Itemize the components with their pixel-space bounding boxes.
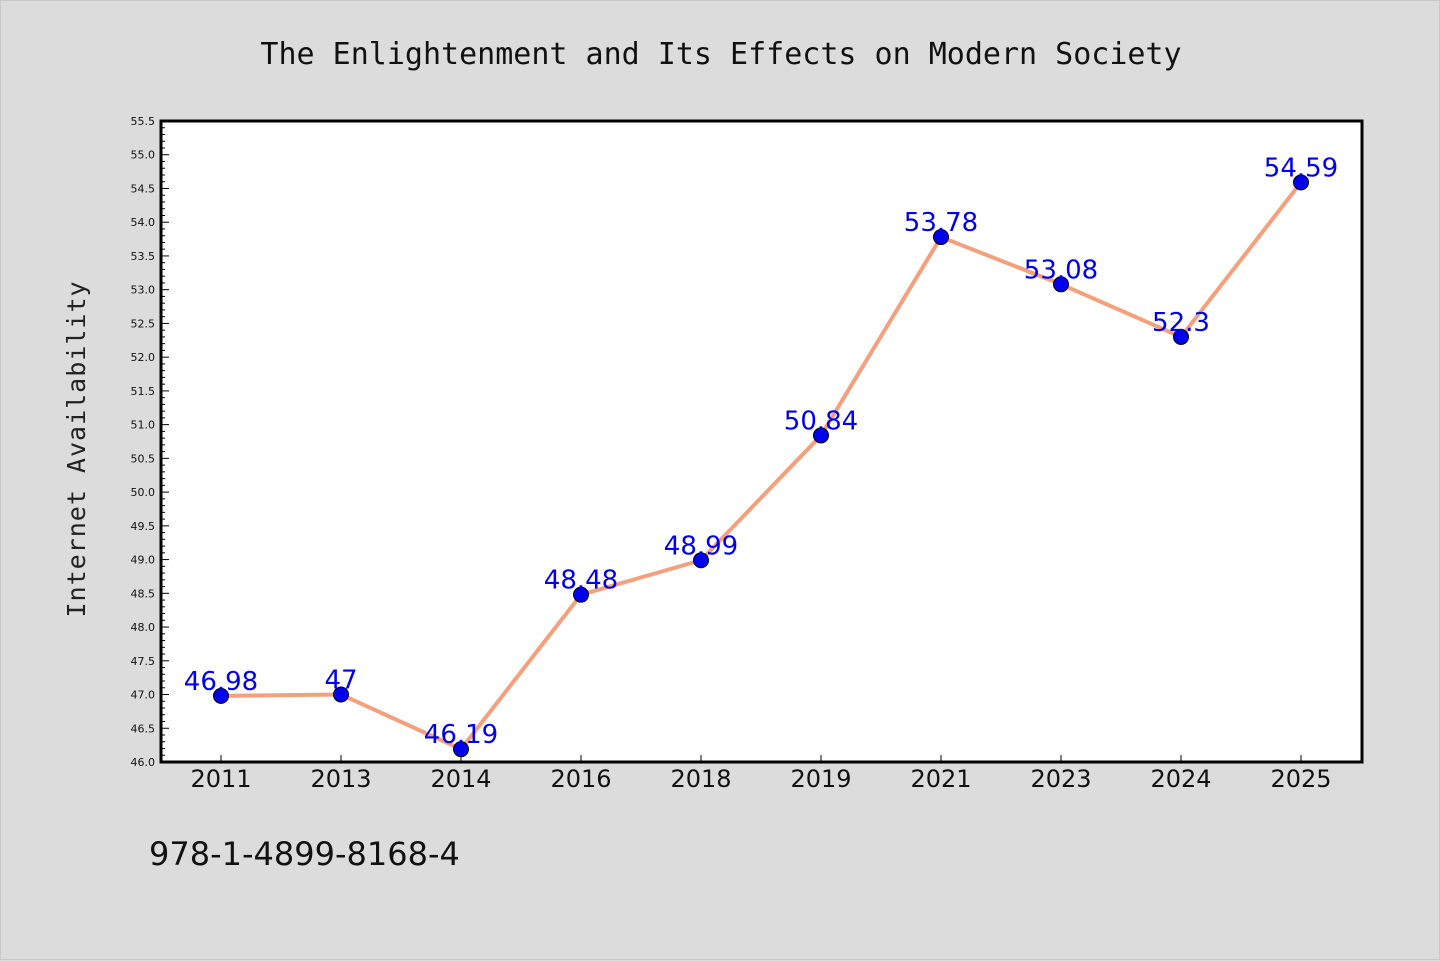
data-point (1173, 328, 1189, 345)
data-label: 54.59 (1264, 153, 1338, 183)
data-point (1293, 174, 1309, 191)
data-label: 48.48 (544, 566, 618, 596)
chart-title: The Enlightenment and Its Effects on Mod… (260, 37, 1181, 72)
x-axis: 2011 2013 2014 2016 2018 2019 2021 2023 2024 2025 (190, 755, 1332, 793)
plot-area (159, 119, 1364, 764)
data-labels: 46.98 47 46.19 48.48 48.99 50.84 53.78 53.08 52.… (184, 153, 1338, 750)
y-tick-label: 52.0 (131, 351, 156, 364)
data-points (213, 174, 1309, 758)
data-label: 46.98 (184, 667, 258, 697)
data-point (933, 229, 949, 246)
isbn-footer: 978-1-4899-8168-4 (149, 835, 460, 873)
data-label: 46.19 (424, 720, 498, 750)
x-tick-label: 2023 (1030, 765, 1091, 793)
x-tick-label: 2018 (670, 765, 731, 793)
data-label: 53.78 (904, 208, 978, 238)
y-tick-label: 51.5 (131, 385, 156, 398)
y-tick-label: 52.5 (131, 317, 156, 330)
y-tick-label: 51.0 (131, 419, 156, 432)
y-tick-label: 47.5 (131, 655, 156, 668)
y-tick-label: 55.5 (131, 115, 156, 128)
series-line (219, 180, 1303, 752)
y-tick-label: 46.0 (131, 756, 156, 769)
y-tick-label: 50.0 (131, 486, 156, 499)
x-tick-label: 2025 (1270, 765, 1331, 793)
data-point (813, 427, 829, 444)
y-tick-label: 48.5 (131, 587, 156, 600)
x-tick-label: 2016 (550, 765, 611, 793)
data-label: 50.84 (784, 406, 858, 436)
data-label: 52.3 (1152, 308, 1210, 338)
data-label: 53.08 (1024, 255, 1098, 285)
y-axis: 46.0 46.5 47.0 47.5 48.0 48.5 49.0 49.5 50.0 50.5… (131, 115, 169, 769)
data-label: 48.99 (664, 531, 738, 561)
y-tick-label: 50.5 (131, 452, 156, 465)
series-line-group (219, 180, 1303, 752)
data-point (1053, 276, 1069, 293)
x-tick-label: 2014 (430, 765, 491, 793)
x-tick-label: 2019 (790, 765, 851, 793)
data-label: 47 (324, 666, 357, 696)
y-tick-label: 47.0 (131, 689, 156, 702)
y-tick-label: 53.0 (131, 284, 156, 297)
data-point (573, 586, 589, 603)
y-tick-label: 49.0 (131, 554, 156, 567)
data-point (693, 552, 709, 569)
x-tick-label: 2013 (310, 765, 371, 793)
y-tick-label: 55.0 (131, 149, 156, 162)
y-tick-label: 54.5 (131, 182, 156, 195)
data-point (213, 687, 229, 704)
y-axis-label: Internet Availability (62, 280, 91, 617)
x-tick-label: 2024 (1150, 765, 1211, 793)
x-tick-label: 2011 (190, 765, 251, 793)
y-tick-label: 54.0 (131, 216, 156, 229)
x-tick-label: 2021 (910, 765, 971, 793)
data-point (453, 741, 469, 758)
data-point (333, 686, 349, 703)
y-tick-label: 46.5 (131, 722, 156, 735)
y-tick-label: 49.5 (131, 520, 156, 533)
y-tick-label: 53.5 (131, 250, 156, 263)
y-tick-label: 48.0 (131, 621, 156, 634)
